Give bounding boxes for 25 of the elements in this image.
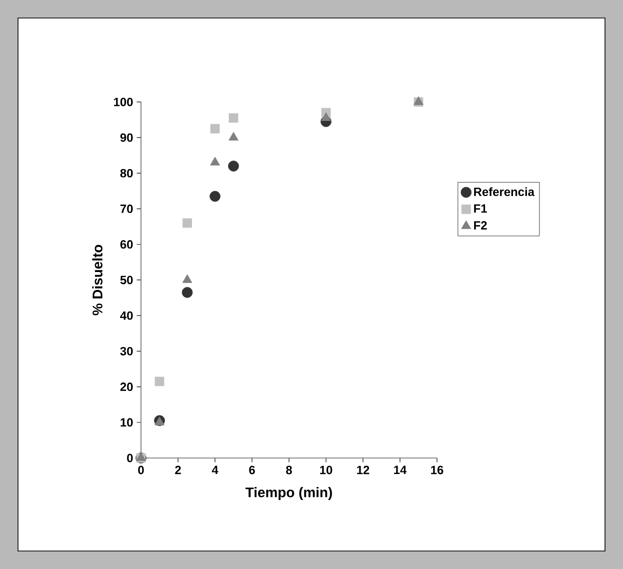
y-tick-label: 90 — [120, 133, 133, 142]
x-tick-label: 10 — [320, 466, 332, 474]
legend-label: Referencia — [474, 187, 535, 196]
y-tick-label: 30 — [120, 346, 133, 356]
y-tick-label: 50 — [120, 276, 133, 284]
x-axis-title: Tiempo (min) — [246, 487, 332, 500]
y-tick-label: 20 — [120, 382, 133, 392]
x-tick-label: 12 — [357, 466, 370, 474]
y-tick-label: 40 — [120, 311, 133, 320]
x-tick-label: 4 — [212, 466, 218, 474]
y-tick-label: 0 — [127, 454, 133, 462]
y-tick-label: 10 — [120, 418, 133, 427]
y-tick-label: 100 — [114, 98, 133, 106]
y-axis-title: % Disuelto — [92, 244, 102, 316]
y-tick-label: 80 — [120, 168, 133, 178]
x-tick-label: 16 — [431, 466, 444, 474]
x-tick-label: 8 — [286, 466, 292, 474]
y-tick-label: 60 — [120, 240, 133, 249]
y-tick-label: 70 — [120, 204, 133, 214]
legend-label: F2 — [474, 221, 487, 230]
legend-label: F1 — [474, 204, 487, 213]
x-tick-label: 6 — [249, 466, 255, 474]
x-tick-label: 0 — [138, 466, 144, 474]
x-tick-label: 14 — [394, 466, 407, 474]
x-tick-label: 2 — [175, 466, 181, 474]
